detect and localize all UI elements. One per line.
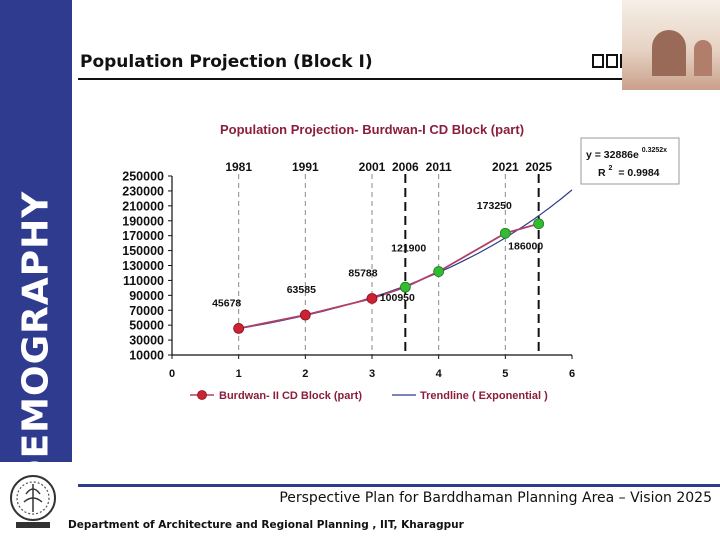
sidebar-strip: [72, 0, 76, 462]
y-tick-label: 210000: [122, 199, 164, 213]
y-tick-label: 30000: [129, 334, 164, 348]
data-label: 85788: [348, 267, 377, 279]
equation-text: y = 32886e 0.3252x: [586, 147, 667, 161]
footer-department: Department of Architecture and Regional …: [68, 519, 464, 531]
x-tick-label: 3: [369, 368, 375, 380]
data-point: [299, 309, 311, 321]
iit-logo-icon: [10, 475, 56, 528]
x-tick-label: 0: [169, 368, 175, 380]
data-point: [233, 322, 245, 334]
data-point: [499, 227, 511, 239]
footer-rule: [78, 484, 720, 487]
year-label: 2006: [392, 160, 419, 174]
equation-box-frame: [580, 137, 680, 185]
x-tick-label: 6: [569, 368, 575, 380]
year-label: 1981: [225, 160, 252, 174]
data-label: 100950: [380, 292, 415, 304]
r-squared-letter: R: [598, 167, 606, 179]
year-guide-lines: [238, 174, 540, 355]
legend-trend-label: Trendline ( Exponential ): [420, 390, 548, 402]
sidebar-banner: DEMOGRAPHY: [0, 0, 72, 489]
equation-main: y = 32886e: [586, 149, 639, 161]
data-point: [366, 293, 378, 304]
r-squared-value: = 0.9984: [618, 167, 659, 179]
x-axis-ticks: 0 1 2 3 4 5 6: [169, 355, 575, 380]
building-arch: [652, 30, 686, 76]
year-label: 2021: [492, 160, 519, 174]
year-label: 2011: [426, 160, 452, 174]
data-label: 45678: [212, 297, 241, 309]
data-label: 63585: [287, 284, 316, 296]
y-tick-label: 190000: [122, 214, 164, 228]
y-tick-label: 250000: [122, 170, 164, 184]
y-axis-ticks: 1000030000500007000090000110000130000150…: [122, 170, 172, 363]
y-tick-label: 70000: [129, 304, 164, 318]
year-label: 2025: [525, 160, 552, 174]
data-point: [399, 281, 411, 293]
title-underline: [78, 78, 638, 80]
series-points: [233, 218, 545, 334]
year-label: 2001: [359, 160, 386, 174]
r-squared-text: R 2 = 0.9984: [598, 161, 660, 179]
series-line: [238, 222, 539, 330]
chart-title: Population Projection- Burdwan-I CD Bloc…: [220, 122, 524, 137]
y-tick-label: 230000: [122, 184, 164, 198]
building-arch: [694, 40, 712, 76]
y-tick-label: 130000: [122, 259, 164, 273]
x-tick-label: 5: [502, 368, 508, 380]
legend-series-marker: [197, 390, 207, 400]
equation-exponent: 0.3252x: [642, 147, 667, 154]
y-tick-label: 50000: [129, 319, 164, 333]
page-title: Population Projection (Block I): [80, 52, 373, 72]
year-labels: 1981 1991 2001 2006 2011 2021 2025: [225, 160, 552, 174]
data-label: 173250: [477, 200, 512, 212]
glyph-box-icon: [592, 54, 604, 68]
year-label: 1991: [292, 160, 319, 174]
x-tick-label: 4: [436, 368, 443, 380]
y-tick-label: 150000: [122, 244, 164, 258]
point-labels: 45678 63585 85788 100950 121900 173250 186000: [212, 200, 543, 309]
y-tick-label: 110000: [123, 274, 164, 288]
data-label: 186000: [508, 241, 543, 253]
y-tick-label: 170000: [122, 229, 164, 243]
r-squared-power: 2: [609, 165, 613, 172]
x-tick-label: 2: [302, 368, 308, 380]
glyph-box-icon: [606, 54, 618, 68]
building-photo: [622, 0, 720, 90]
y-tick-label: 90000: [129, 289, 164, 303]
legend-series-label: Burdwan- II CD Block (part): [219, 390, 362, 402]
x-tick-label: 1: [236, 368, 242, 380]
y-tick-label: 10000: [129, 349, 164, 363]
equation-box: y = 32886e 0.3252x R 2 = 0.9984: [580, 137, 680, 185]
data-point: [433, 266, 445, 277]
footer-vision-text: Perspective Plan for Barddhaman Planning…: [279, 490, 712, 506]
chart-legend: Burdwan- II CD Block (part) Trendline ( …: [190, 390, 548, 402]
data-point: [533, 218, 545, 230]
data-label: 121900: [391, 243, 426, 255]
